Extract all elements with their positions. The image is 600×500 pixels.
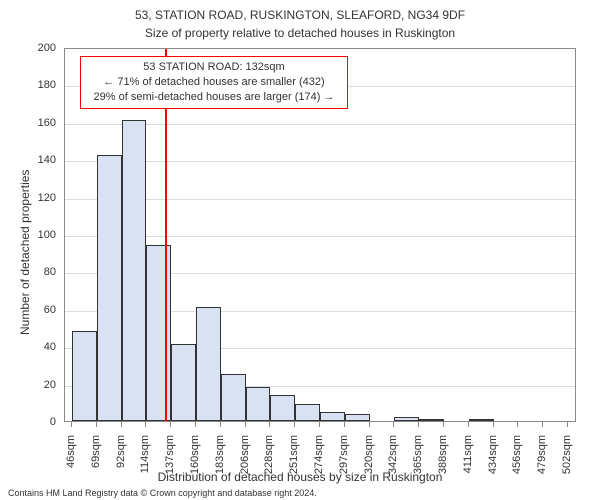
y-tick-label: 200: [0, 42, 56, 54]
footer-attribution: Contains HM Land Registry data © Crown c…: [8, 488, 352, 500]
histogram-bar: [221, 374, 246, 421]
x-axis-label: Distribution of detached houses by size …: [0, 470, 600, 484]
x-tick-mark: [369, 422, 370, 427]
y-tick-label: 20: [0, 379, 56, 391]
x-tick-mark: [170, 422, 171, 427]
x-tick-mark: [393, 422, 394, 427]
x-tick-mark: [245, 422, 246, 427]
histogram-bar: [72, 331, 97, 421]
histogram-bar: [320, 412, 345, 421]
histogram-bar: [246, 387, 270, 421]
histogram-bar: [196, 307, 221, 421]
histogram-bar: [469, 419, 494, 421]
y-tick-label: 140: [0, 154, 56, 166]
x-tick-mark: [121, 422, 122, 427]
annotation-line: 53 STATION ROAD: 132sqm: [87, 60, 341, 75]
x-tick-mark: [294, 422, 295, 427]
histogram-bar: [394, 417, 419, 421]
x-tick-mark: [71, 422, 72, 427]
y-tick-label: 40: [0, 341, 56, 353]
y-tick-label: 100: [0, 229, 56, 241]
chart-root: 53, STATION ROAD, RUSKINGTON, SLEAFORD, …: [0, 0, 600, 500]
chart-title-sub: Size of property relative to detached ho…: [0, 26, 600, 40]
x-tick-mark: [344, 422, 345, 427]
y-tick-label: 60: [0, 304, 56, 316]
x-tick-mark: [145, 422, 146, 427]
histogram-bar: [171, 344, 196, 421]
x-tick-mark: [443, 422, 444, 427]
chart-title-main: 53, STATION ROAD, RUSKINGTON, SLEAFORD, …: [0, 8, 600, 22]
y-tick-label: 160: [0, 117, 56, 129]
histogram-bar: [345, 414, 370, 421]
x-tick-mark: [493, 422, 494, 427]
y-tick-label: 180: [0, 79, 56, 91]
x-tick-mark: [96, 422, 97, 427]
annotation-line: ← 71% of detached houses are smaller (43…: [87, 75, 341, 90]
histogram-bar: [97, 155, 122, 421]
histogram-bar: [122, 120, 146, 421]
histogram-bar: [419, 419, 444, 421]
plot-area: 53 STATION ROAD: 132sqm← 71% of detached…: [64, 48, 576, 422]
x-tick-mark: [319, 422, 320, 427]
annotation-line: 29% of semi-detached houses are larger (…: [87, 90, 341, 105]
histogram-bar: [270, 395, 295, 421]
annotation-box: 53 STATION ROAD: 132sqm← 71% of detached…: [80, 56, 348, 109]
x-tick-mark: [517, 422, 518, 427]
x-tick-mark: [220, 422, 221, 427]
x-tick-mark: [418, 422, 419, 427]
x-tick-mark: [567, 422, 568, 427]
x-tick-mark: [542, 422, 543, 427]
footer-line-1: Contains HM Land Registry data © Crown c…: [8, 488, 352, 499]
y-tick-label: 0: [0, 416, 56, 428]
x-tick-mark: [468, 422, 469, 427]
y-tick-label: 120: [0, 192, 56, 204]
y-tick-label: 80: [0, 266, 56, 278]
x-tick-mark: [269, 422, 270, 427]
histogram-bar: [295, 404, 320, 421]
x-tick-mark: [195, 422, 196, 427]
